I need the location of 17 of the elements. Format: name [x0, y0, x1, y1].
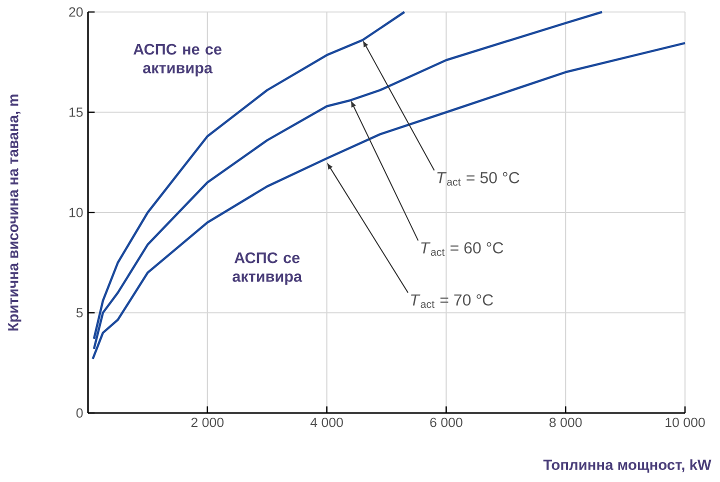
y-tick-label: 20 [69, 7, 83, 17]
x-axis-title: Топлинна мощност, kW [543, 459, 712, 473]
x-tick-label: 2 000 [191, 418, 224, 428]
annotation: АСПС не се активира [133, 44, 222, 76]
y-tick-label: 0 [76, 408, 83, 418]
y-tick-label: 5 [76, 308, 83, 318]
x-tick-label: 4 000 [310, 418, 343, 428]
x-tick-label: 10 000 [666, 418, 705, 428]
annotation: T$_{act}$ = 50 °C [437, 172, 520, 186]
x-tick-label: 6 000 [430, 418, 462, 428]
annotation: T$_{act}$ = 70 °C [411, 294, 494, 308]
annotation: T$_{act}$ = 60 °C [421, 242, 504, 256]
y-tick-label: 15 [69, 108, 83, 117]
y-tick-label: 10 [69, 208, 83, 218]
y-axis-title: Критична височина на тавана, m [8, 94, 22, 331]
annotation: АСПС се активира [232, 252, 302, 285]
x-tick-label: 8 000 [550, 418, 582, 428]
